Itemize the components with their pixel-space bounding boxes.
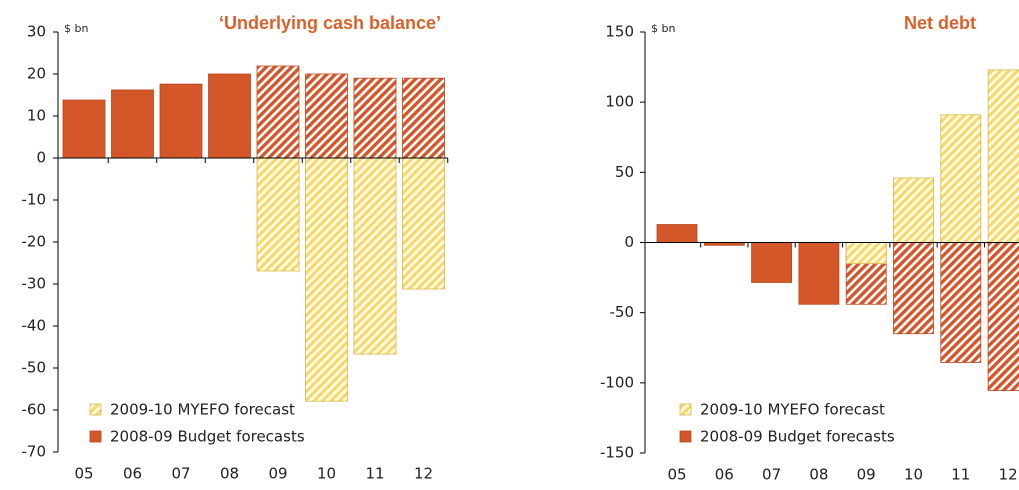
y-tick-label: 0 [36, 149, 46, 167]
x-tick-label: 07 [171, 465, 190, 483]
legend-label: 2009-10 MYEFO forecast [110, 401, 295, 419]
bar [305, 73, 348, 159]
bar [159, 83, 203, 159]
bar [402, 77, 445, 159]
y-tick-label: -150 [600, 444, 634, 462]
x-tick-label: 12 [999, 466, 1018, 484]
x-tick-label: 09 [268, 465, 287, 483]
y-tick-label: 50 [615, 163, 634, 181]
x-tick-label: 10 [317, 465, 336, 483]
y-tick-label: -50 [22, 359, 47, 377]
legend-label: 2008-09 Budget forecasts [700, 428, 895, 446]
x-tick-label: 09 [857, 466, 876, 484]
x-tick-label: 05 [667, 466, 686, 484]
legend-swatch [679, 430, 692, 443]
bar [305, 157, 348, 402]
bar [208, 73, 251, 159]
bar [751, 242, 792, 283]
legend-label: 2008-09 Budget forecasts [110, 428, 305, 446]
y-tick-label: 0 [624, 233, 634, 251]
bar [893, 242, 934, 335]
bar [353, 157, 397, 355]
x-tick-label: 12 [414, 465, 433, 483]
chart-title: Net debt [904, 13, 976, 33]
bar [893, 177, 934, 243]
y-tick-label: -70 [22, 443, 47, 461]
y-tick-label: -100 [600, 373, 634, 391]
bar [111, 89, 154, 159]
bar [656, 224, 698, 243]
bar [256, 157, 300, 272]
legend-swatch [89, 403, 102, 416]
y-tick-label: 20 [27, 65, 46, 83]
bar [940, 242, 982, 363]
y-tick-label: -60 [22, 401, 47, 419]
y-tick-label: 30 [27, 23, 46, 41]
x-tick-label: 05 [74, 465, 93, 483]
bar [940, 114, 982, 243]
y-tick-label: -30 [22, 275, 47, 293]
x-tick-label: 06 [715, 466, 734, 484]
bar [987, 242, 1019, 391]
y-tick-label: 10 [27, 107, 46, 125]
x-tick-label: 06 [123, 465, 142, 483]
x-tick-label: 08 [220, 465, 239, 483]
bar [987, 69, 1019, 243]
bar [62, 99, 106, 159]
y-tick-label: 150 [605, 23, 634, 41]
y-unit: $ bn [64, 22, 88, 35]
legend-swatch [89, 430, 102, 443]
y-tick-label: -40 [22, 317, 47, 335]
legend-label: 2009-10 MYEFO forecast [700, 401, 885, 419]
y-tick-label: 100 [605, 93, 634, 111]
legend-swatch [679, 403, 692, 416]
bar [798, 242, 840, 305]
y-tick-label: -10 [22, 191, 47, 209]
x-tick-label: 11 [951, 466, 970, 484]
bar [402, 157, 445, 290]
bar [353, 77, 397, 159]
y-tick-label: -20 [22, 233, 47, 251]
y-unit: $ bn [651, 22, 675, 35]
y-tick-label: -50 [610, 303, 635, 321]
x-tick-label: 11 [365, 465, 384, 483]
bar [845, 242, 887, 264]
x-tick-label: 07 [762, 466, 781, 484]
chart-title: ‘Underlying cash balance’ [219, 13, 441, 33]
x-tick-label: 10 [904, 466, 923, 484]
x-tick-label: 08 [809, 466, 828, 484]
bar [256, 65, 300, 159]
